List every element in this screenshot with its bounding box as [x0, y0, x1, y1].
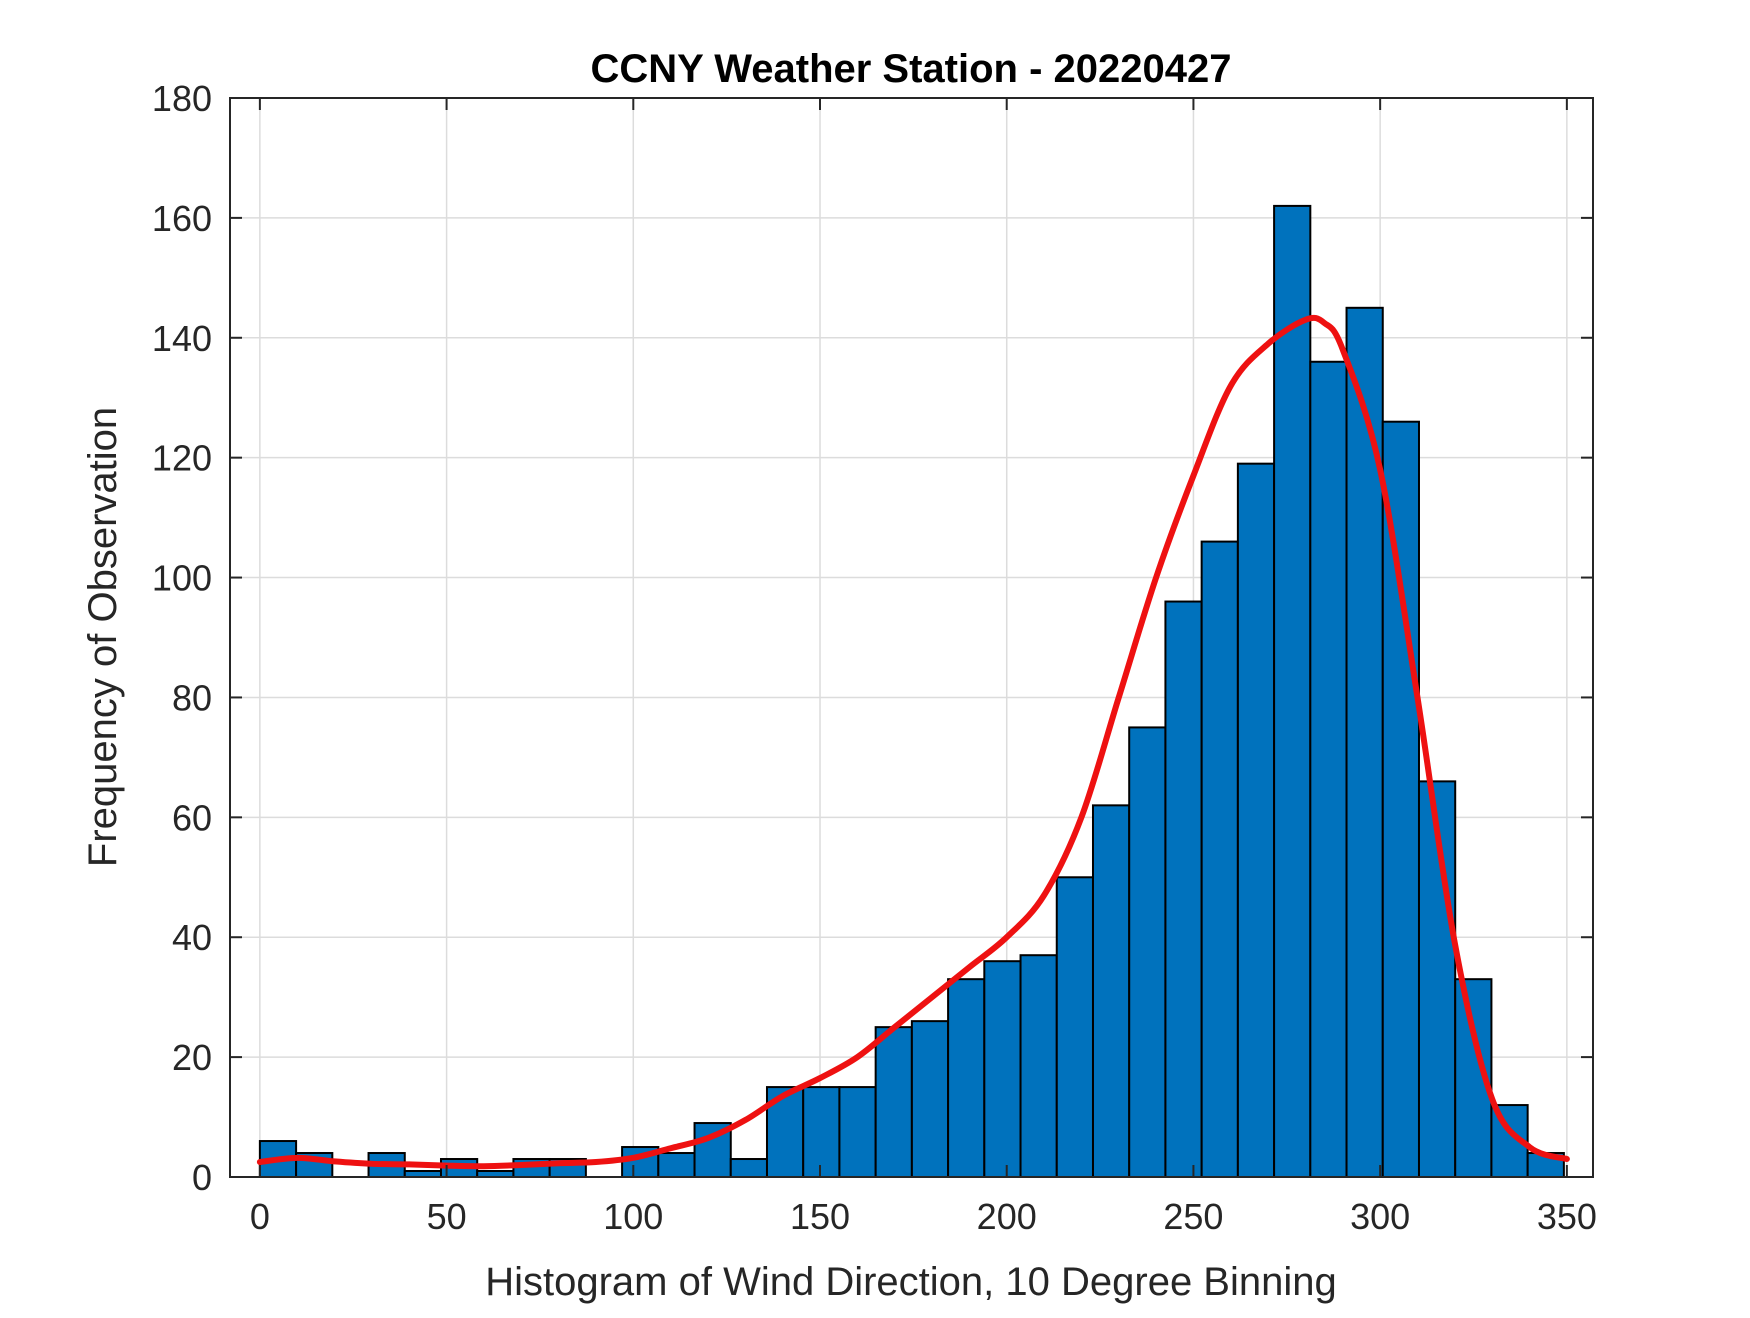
histogram-bar: [874, 1026, 913, 1179]
x-tick-label: 0: [250, 1196, 270, 1237]
histogram-bar: [838, 1086, 877, 1179]
y-tick-label: 140: [152, 318, 212, 359]
histogram-bar: [1128, 726, 1167, 1179]
histogram-bar: [621, 1146, 660, 1179]
histogram-bars: [258, 204, 1565, 1179]
x-axis-label: Histogram of Wind Direction, 10 Degree B…: [485, 1260, 1337, 1304]
y-tick-label: 100: [152, 558, 212, 599]
x-tick-labels: 0 50 100 150 200 250 300 350: [250, 1196, 1597, 1237]
histogram-bar: [729, 1158, 768, 1179]
histogram-bar: [1164, 600, 1203, 1178]
histogram-bar: [1019, 954, 1058, 1179]
y-tick-label: 80: [172, 677, 212, 718]
histogram-bar: [983, 960, 1022, 1179]
y-axis-label: Frequency of Observation: [81, 407, 125, 867]
fit-curve-line: [256, 314, 1570, 1170]
y-tick-labels: 0 20 40 60 80 100 120 140 160 180: [152, 78, 212, 1198]
chart-title: CCNY Weather Station - 20220427: [591, 47, 1232, 91]
x-tick-label: 300: [1350, 1196, 1410, 1237]
tick-marks: [230, 97, 1593, 1178]
x-tick-label: 150: [790, 1196, 850, 1237]
histogram-bar: [910, 1020, 950, 1179]
y-tick-label: 60: [172, 797, 212, 838]
histogram-bar: [1236, 462, 1276, 1178]
y-tick-label: 120: [152, 438, 212, 479]
y-tick-label: 160: [152, 198, 212, 239]
histogram-bar: [1309, 360, 1348, 1178]
axes-box: [229, 97, 1594, 1178]
histogram-bar: [1055, 876, 1094, 1178]
histogram-bar: [802, 1086, 841, 1179]
x-tick-label: 100: [603, 1196, 663, 1237]
y-tick-label: 20: [172, 1037, 212, 1078]
x-tick-label: 350: [1537, 1196, 1597, 1237]
histogram-bar: [1091, 804, 1131, 1178]
x-tick-label: 50: [427, 1196, 467, 1237]
histogram-bar: [1200, 540, 1239, 1178]
x-tick-label: 200: [977, 1196, 1037, 1237]
histogram-bar: [947, 978, 986, 1179]
histogram-bar: [1345, 306, 1384, 1178]
y-tick-label: 0: [192, 1157, 212, 1198]
histogram-bar: [1273, 204, 1312, 1178]
y-tick-label: 40: [172, 917, 212, 958]
histogram-bar: [657, 1152, 696, 1178]
y-tick-label: 180: [152, 78, 212, 119]
x-tick-label: 250: [1163, 1196, 1223, 1237]
histogram-bar: [1381, 420, 1420, 1178]
fit-curve: [256, 314, 1570, 1170]
